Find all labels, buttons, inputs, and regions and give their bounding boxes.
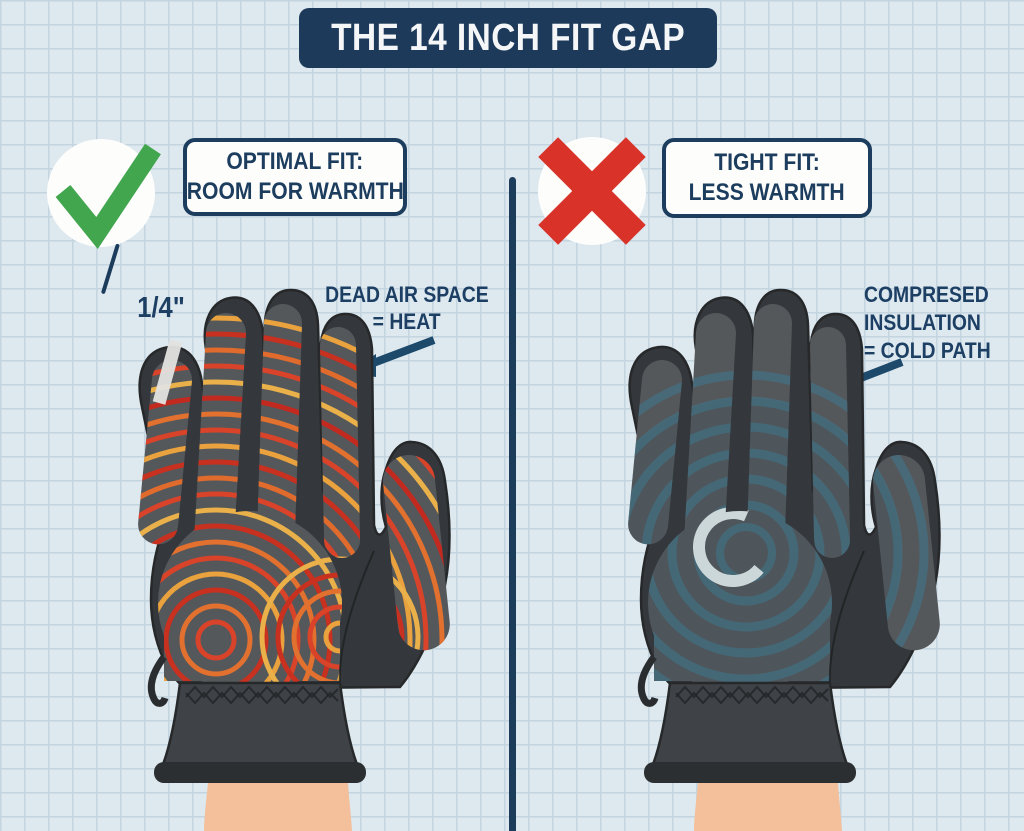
verdict-badge-optimal [47,139,161,250]
fit-label-tight-line2: LESS WARMTH [688,179,846,206]
cuff-strap-loop [147,654,169,707]
gap-measurement: 1/4" [137,292,185,324]
cuff-rim-left [154,762,366,783]
fit-label-tight: TIGHT FIT: LESS WARMTH [662,138,872,218]
title-banner: THE 14 INCH FIT GAP [299,8,717,68]
wrist-right [694,783,842,831]
page-title: THE 14 INCH FIT GAP [331,16,685,59]
annotation-compressed-line2: INSULATION [864,310,981,335]
glove-optimal-fit [136,288,453,831]
fit-label-optimal-line2: ROOM FOR WARMTH [186,178,404,205]
check-icon [55,143,161,250]
cuff-stitch-zigzag2 [185,691,339,705]
verdict-badge-tight [538,137,646,245]
cross-icon [538,137,646,245]
fit-label-tight-line1: TIGHT FIT: [714,149,820,176]
annotation-compressed-line1: COMPRESED [864,282,989,307]
cuff-rim-right [644,762,856,783]
cuff-strap-loop-right [637,654,659,707]
annotation-compressed: COMPRESED INSULATION = COLD PATH [864,281,1014,365]
thumb-crease [338,550,375,688]
thumb-crease-right [828,550,865,688]
divider-line [509,177,516,831]
annotation-dead-air-line2: = HEAT [373,309,441,334]
glove-tight-fit [626,288,941,831]
wrist-left [204,783,352,831]
cuff-stitch-zigzag2-right [675,691,829,705]
annotation-dead-air-line1: DEAD AIR SPACE [325,282,489,307]
cold-core-swirl [693,507,773,587]
gap-marker-stripe [152,339,183,405]
fit-label-optimal: OPTIMAL FIT: ROOM FOR WARMTH [183,138,407,216]
annotation-compressed-line3: = COLD PATH [864,338,991,363]
fit-label-optimal-line1: OPTIMAL FIT: [226,148,364,175]
annotation-dead-air: DEAD AIR SPACE = HEAT [312,281,502,335]
